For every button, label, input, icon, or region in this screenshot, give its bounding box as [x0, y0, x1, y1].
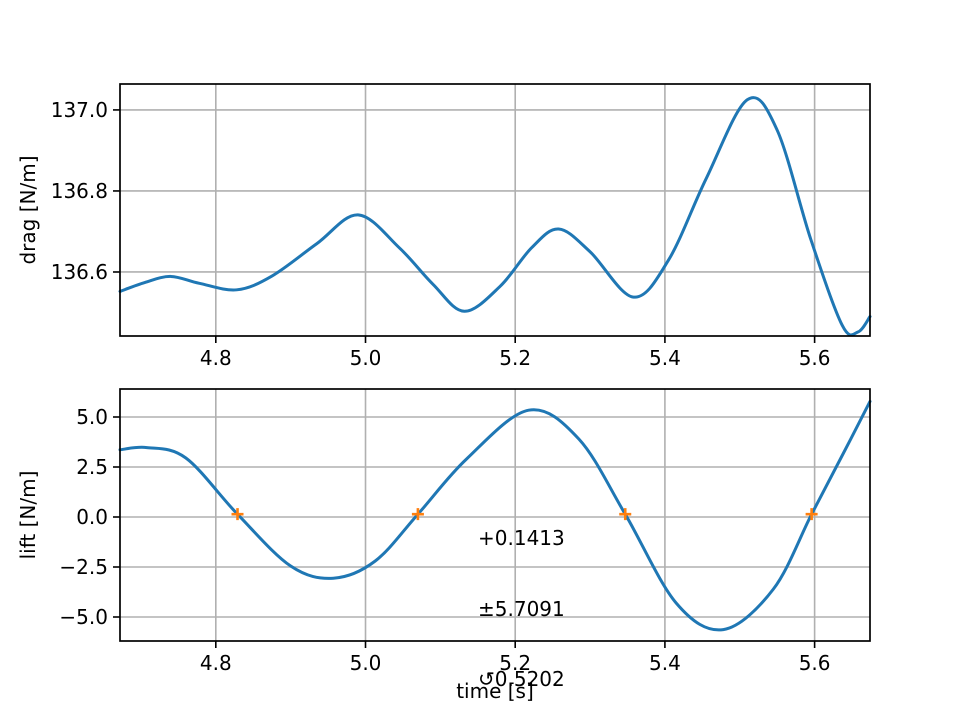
- y-axis-label-drag: drag [N/m]: [16, 155, 40, 265]
- x-tick-label: 5.0: [350, 346, 382, 370]
- x-tick-label: 5.4: [649, 651, 681, 675]
- zero-crossing-marker: [231, 508, 244, 521]
- y-tick-label: 136.6: [51, 260, 108, 284]
- x-tick-label: 5.2: [499, 346, 531, 370]
- x-tick-label: 5.2: [499, 651, 531, 675]
- y-tick-label: 5.0: [76, 405, 108, 429]
- annotation-amplitude: ±5.7091: [478, 596, 565, 621]
- annotation-mean: +0.1413: [478, 526, 565, 550]
- x-tick-label: 5.6: [799, 651, 831, 675]
- annotation-period: ↺0.5202: [478, 667, 565, 691]
- y-tick-label: −5.0: [59, 605, 108, 629]
- y-tick-label: 2.5: [76, 455, 108, 479]
- zero-crossing-marker: [619, 508, 632, 521]
- x-tick-label: 4.8: [200, 346, 232, 370]
- axes-spines: [119, 388, 871, 642]
- axes-spines: [119, 83, 871, 337]
- y-tick-label: −2.5: [59, 555, 108, 579]
- x-tick-label: 5.6: [799, 346, 831, 370]
- y-axis-label-lift: lift [N/m]: [16, 470, 40, 560]
- zero-crossing-marker: [805, 508, 818, 521]
- stats-annotation: +0.1413 ±5.7091 ↺0.5202: [478, 480, 565, 720]
- y-tick-label: 0.0: [76, 505, 108, 529]
- y-tick-label: 137.0: [51, 98, 108, 122]
- x-tick-label: 5.4: [649, 346, 681, 370]
- y-tick-label: 136.8: [51, 179, 108, 203]
- zero-crossing-marker: [411, 508, 424, 521]
- x-tick-label: 5.0: [350, 651, 382, 675]
- drag-curve: [118, 96, 872, 337]
- x-axis-label-time: time [s]: [456, 679, 534, 703]
- x-tick-label: 4.8: [200, 651, 232, 675]
